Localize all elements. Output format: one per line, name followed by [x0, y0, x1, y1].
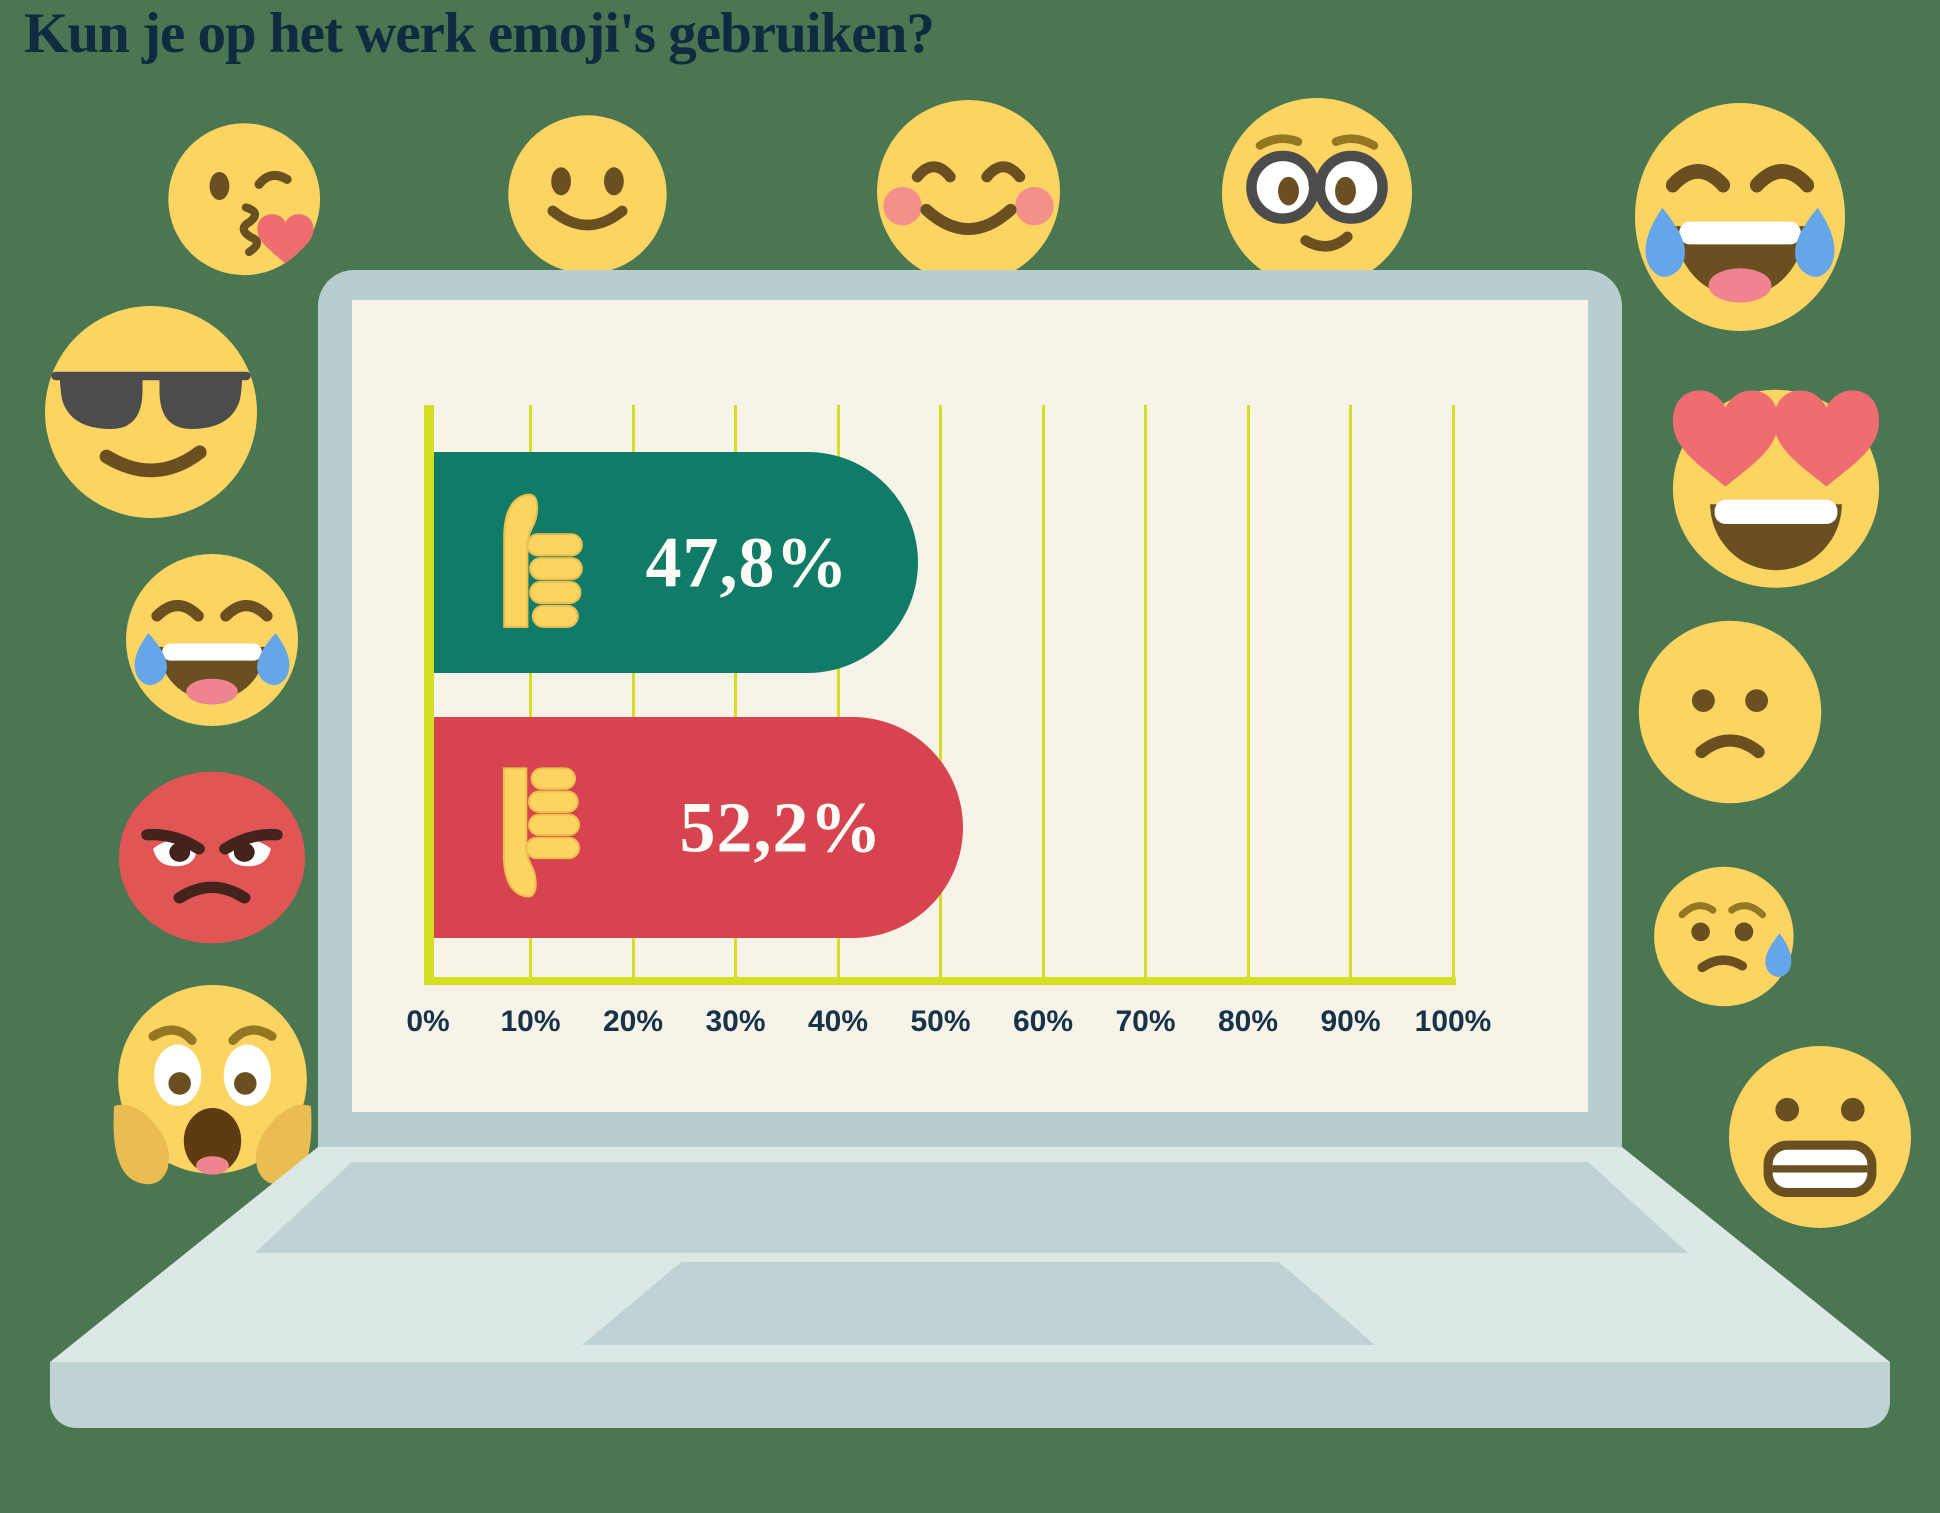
slightly-smiling-emoji-icon — [505, 112, 670, 277]
x-axis-tick-label: 90% — [1320, 1005, 1381, 1038]
bar-value-label: 47,8% — [645, 522, 849, 602]
gridline — [1451, 405, 1455, 981]
x-axis-tick-label: 50% — [910, 1005, 971, 1038]
angry-face-emoji-icon — [117, 770, 307, 945]
gridline — [939, 405, 942, 981]
gridline — [1144, 405, 1147, 981]
gridline — [631, 405, 635, 981]
page-title: Kun je op het werk emoji's gebruiken? — [24, 2, 935, 65]
laptop-screen — [352, 300, 1588, 1112]
x-axis-tick-label: 70% — [1115, 1005, 1176, 1038]
x-axis-tick-label: 80% — [1217, 1005, 1279, 1038]
gridline — [1246, 405, 1250, 981]
laptop-trackpad — [582, 1262, 1375, 1345]
y-axis-line — [424, 405, 434, 985]
x-axis-tick-label: 0% — [406, 1005, 450, 1038]
screaming-face-emoji-icon — [110, 983, 315, 1188]
x-axis-tick-label: 20% — [602, 1005, 664, 1038]
gridline — [734, 405, 737, 981]
grimacing-face-emoji-icon — [1729, 1046, 1911, 1228]
bar-value-label: 52,2% — [679, 787, 883, 867]
x-axis-tick-label: 30% — [705, 1005, 766, 1038]
sunglasses-emoji-icon — [45, 306, 257, 518]
laptop-keyboard-deck — [255, 1162, 1688, 1253]
tears-of-joy-emoji-icon — [126, 554, 298, 726]
face-blowing-kiss-emoji-icon — [165, 120, 330, 285]
thumbs-down-icon — [492, 763, 587, 903]
frowning-face-emoji-icon — [1635, 617, 1825, 807]
thumbs-up-icon — [492, 488, 590, 630]
x-axis-tick-label: 100% — [1414, 1005, 1492, 1038]
gridline — [1041, 405, 1045, 981]
smiling-blush-emoji-icon — [877, 100, 1060, 283]
nerd-glasses-emoji-icon — [1222, 98, 1412, 288]
tears-of-joy-emoji-icon — [1635, 103, 1845, 331]
x-axis-line — [424, 977, 1456, 985]
x-axis-tick-label: 60% — [1012, 1005, 1074, 1038]
heart-eyes-emoji-icon — [1662, 370, 1890, 590]
sad-sweat-emoji-icon — [1651, 859, 1806, 1014]
gridline — [836, 405, 840, 981]
bar-thumbs-up: 47,8% — [428, 452, 918, 673]
bar-thumbs-down: 52,2% — [428, 717, 964, 938]
gridline — [529, 405, 532, 981]
gridline — [1349, 405, 1352, 981]
x-axis-tick-label: 40% — [807, 1005, 869, 1038]
laptop-front-edge — [50, 1362, 1890, 1428]
x-axis-tick-label: 10% — [500, 1005, 561, 1038]
